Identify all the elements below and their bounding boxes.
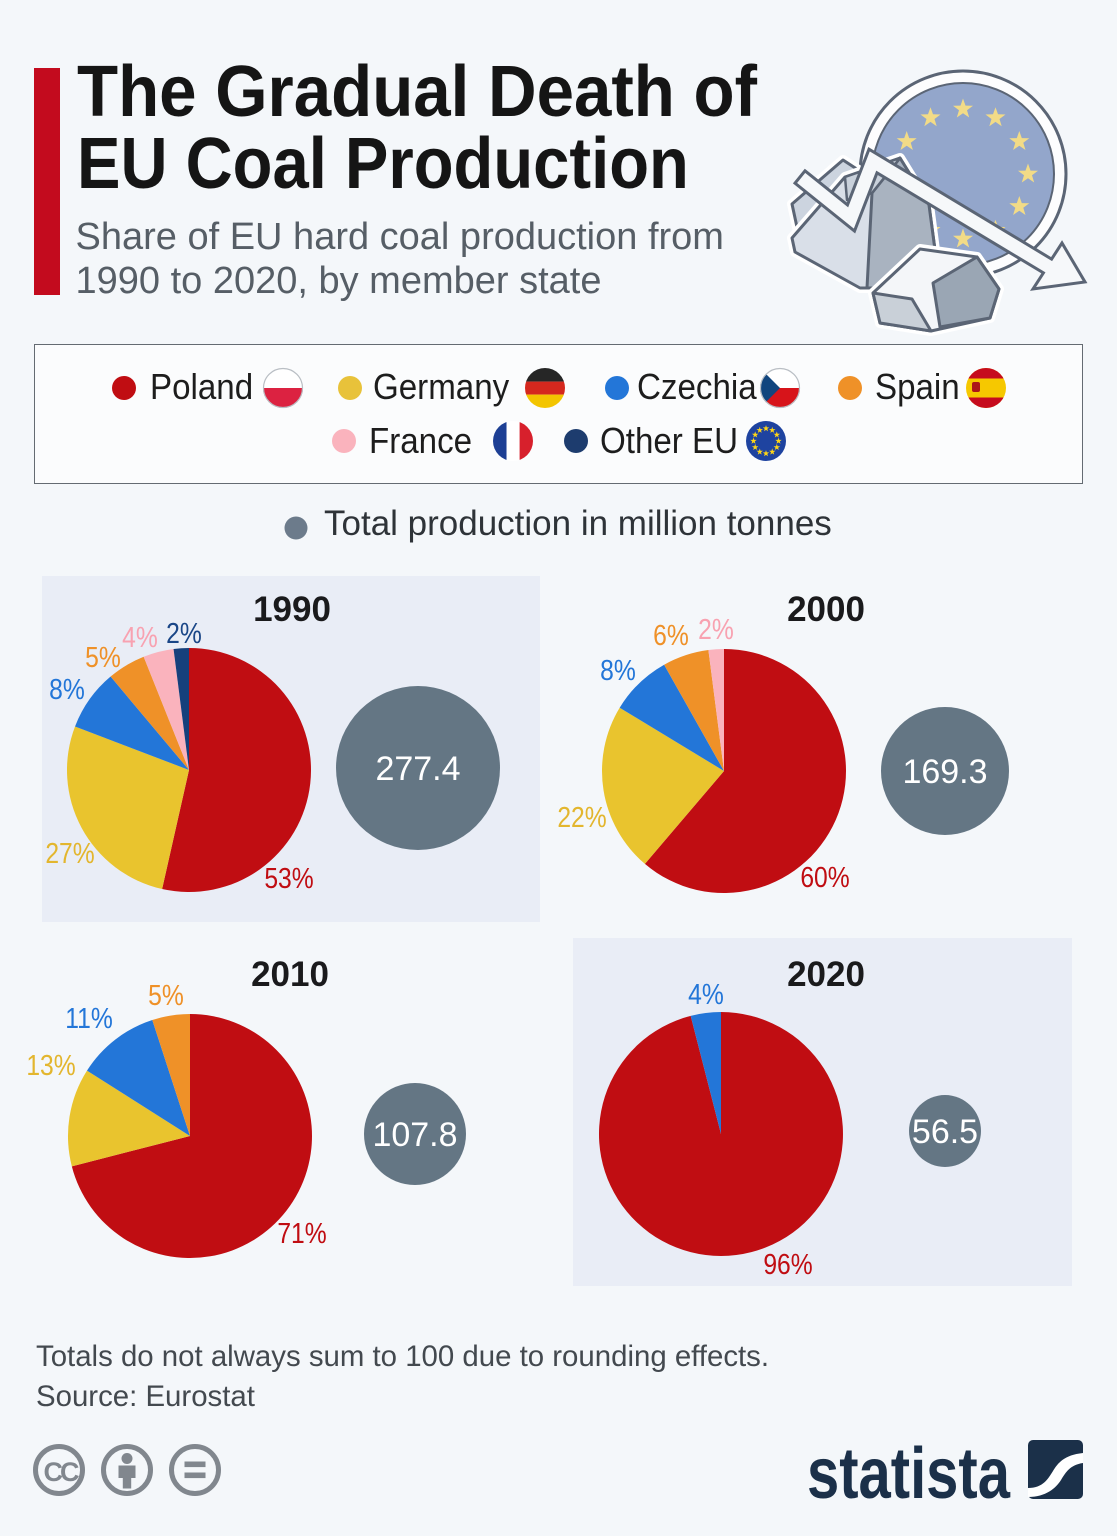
- svg-text:CC: CC: [44, 1457, 79, 1487]
